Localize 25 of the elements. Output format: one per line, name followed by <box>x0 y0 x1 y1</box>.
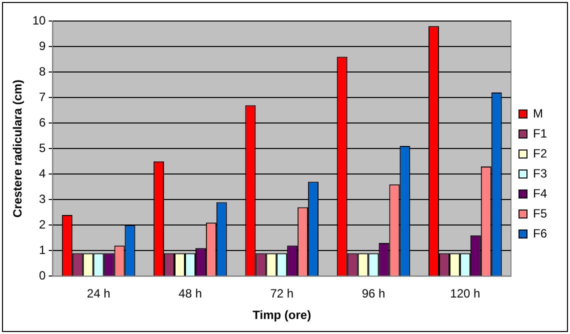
y-axis-title: Crestere radiculara (cm) <box>10 80 25 218</box>
x-tick-label: 120 h <box>450 286 480 301</box>
y-tick-label: 5 <box>39 140 46 155</box>
legend-label: F2 <box>532 146 548 160</box>
legend-label: M <box>532 106 543 120</box>
legend-label: F3 <box>532 166 548 180</box>
x-tick-label: 72 h <box>270 286 294 301</box>
legend-label: F5 <box>532 206 548 220</box>
y-tick-label: 0 <box>39 268 46 283</box>
x-tick-label: 24 h <box>86 286 110 301</box>
y-tick-label: 8 <box>39 64 46 78</box>
y-tick-label: 7 <box>39 90 46 104</box>
legend-label: F6 <box>532 226 548 240</box>
legend-label: F1 <box>532 126 548 140</box>
legend-label: F4 <box>532 186 548 200</box>
y-tick-label: 2 <box>39 217 46 232</box>
y-tick-label: 9 <box>39 38 46 53</box>
y-tick-label: 6 <box>39 115 46 130</box>
y-tick-label: 3 <box>39 192 46 206</box>
x-tick-label: 96 h <box>362 286 386 301</box>
x-tick-label: 48 h <box>178 286 202 301</box>
y-tick-label: 10 <box>32 13 46 28</box>
y-tick-label: 4 <box>39 166 46 180</box>
y-tick-label: 1 <box>39 242 46 257</box>
x-axis-title: Timp (ore) <box>252 308 312 322</box>
